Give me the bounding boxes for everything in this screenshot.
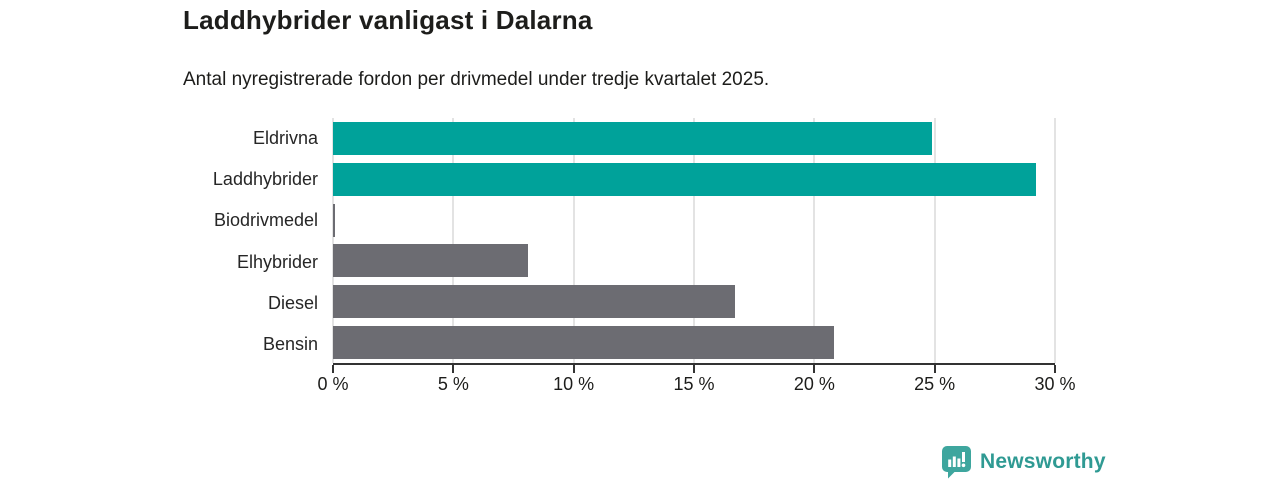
- x-axis-ticks: [332, 365, 1056, 373]
- category-label-elhybrider: Elhybrider: [236, 251, 318, 272]
- bar-row: [333, 159, 1055, 200]
- chart-subtitle: Antal nyregistrerade fordon per drivmede…: [183, 69, 770, 90]
- x-tick-label: 20 %: [793, 374, 835, 394]
- axis-tick: [693, 365, 695, 373]
- x-axis-tick-labels: 0 % 5 % 10 % 15 % 20 % 25 % 30 %: [317, 374, 1075, 398]
- x-tick-label: 0 %: [317, 374, 349, 394]
- bar-elhybrider: [333, 244, 528, 278]
- x-tick-label: 15 %: [673, 374, 715, 394]
- category-label-eldrivna: Eldrivna: [252, 128, 318, 149]
- axis-tick: [572, 365, 575, 373]
- bars-area: [333, 118, 1055, 363]
- bar-row: [333, 240, 1055, 281]
- x-tick-label: 5 %: [437, 374, 469, 394]
- gridline: [452, 118, 455, 363]
- bar-laddhybrider: [333, 162, 1036, 196]
- category-label-laddhybrider: Laddhybrider: [212, 169, 318, 190]
- bar-row: [333, 281, 1055, 322]
- bar-bensin: [333, 326, 834, 360]
- category-label-bensin: Bensin: [262, 333, 318, 354]
- gridline: [1054, 118, 1056, 363]
- gridline: [572, 118, 575, 363]
- newsworthy-logo-icon: [942, 446, 971, 479]
- x-tick-label: 30 %: [1034, 374, 1076, 394]
- gridline: [933, 118, 936, 363]
- plot-area: [332, 118, 1056, 365]
- axis-tick: [933, 365, 936, 373]
- newsworthy-logo-text: Newsworthy: [980, 450, 1106, 473]
- axis-tick: [813, 365, 816, 373]
- gridline: [693, 118, 695, 363]
- axis-tick: [332, 365, 334, 373]
- chart-title: Laddhybrider vanligast i Dalarna: [183, 5, 593, 35]
- gridline: [332, 118, 334, 363]
- category-label-diesel: Diesel: [267, 292, 318, 313]
- bar-diesel: [333, 285, 735, 319]
- axis-tick: [452, 365, 455, 373]
- newsworthy-branding: Newsworthy: [941, 445, 1106, 479]
- category-label-biodrivmedel: Biodrivmedel: [213, 210, 318, 231]
- category-labels: Eldrivna Laddhybrider Biodrivmedel Elhybrid…: [98, 118, 333, 365]
- bar-row: [333, 118, 1055, 159]
- gridline: [813, 118, 816, 363]
- gridlines: [332, 118, 1056, 363]
- bar-eldrivna: [333, 121, 933, 155]
- x-tick-label: 25 %: [914, 374, 956, 394]
- bar-biodrivmedel: [333, 203, 336, 237]
- x-tick-label: 10 %: [553, 374, 595, 394]
- bar-row: [333, 322, 1055, 363]
- axis-tick: [1054, 365, 1056, 373]
- bar-row: [333, 200, 1055, 241]
